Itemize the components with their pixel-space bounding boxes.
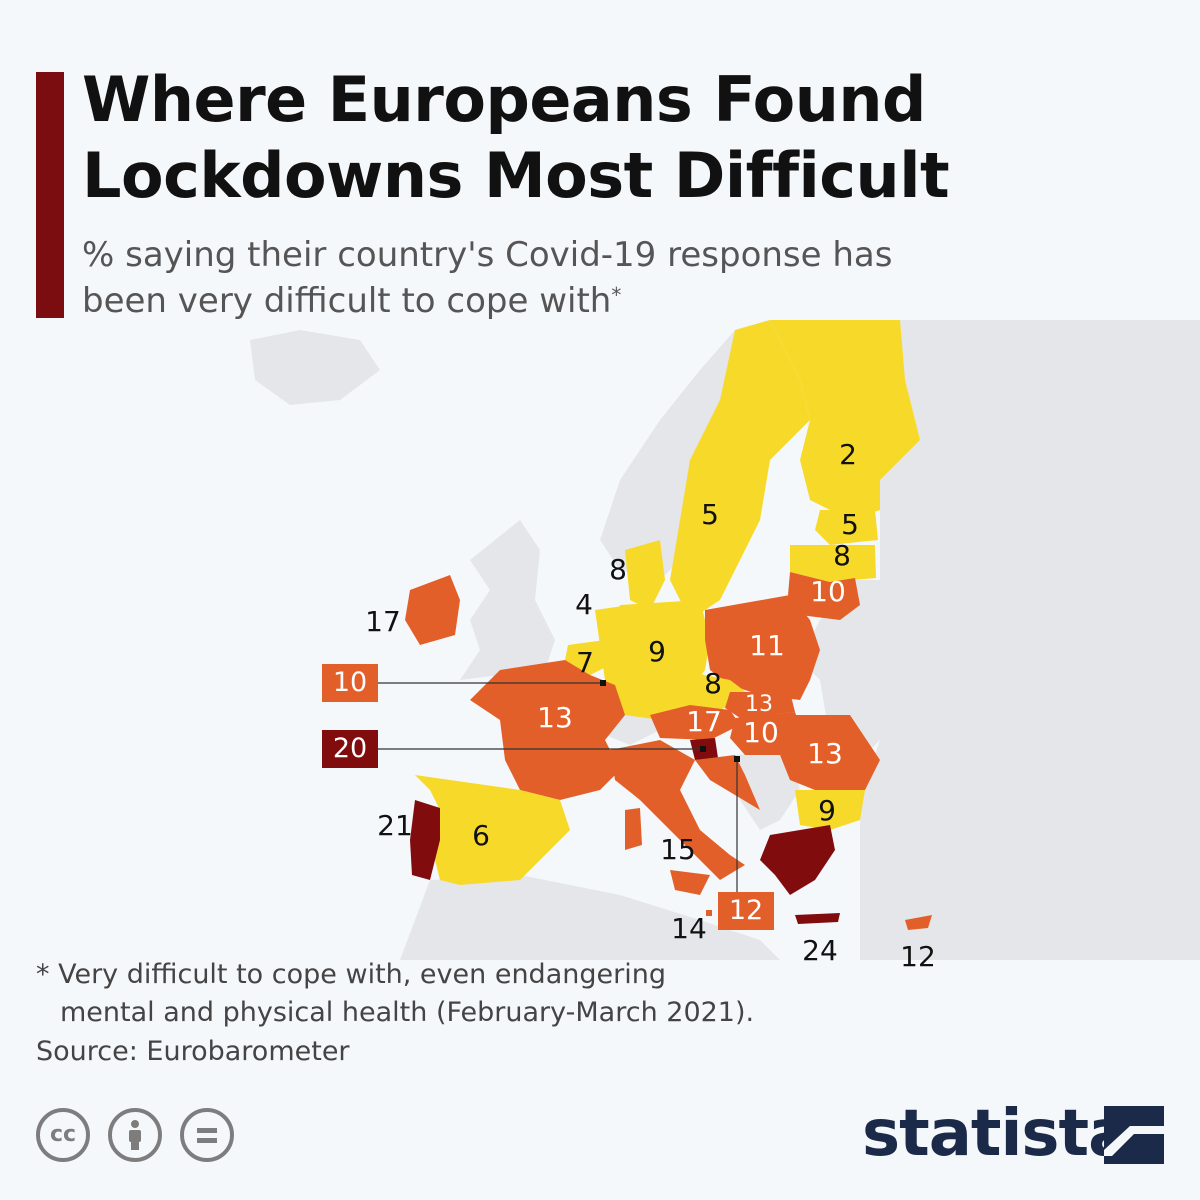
country-sweden: [670, 320, 810, 620]
label-latvia: 8: [833, 539, 851, 572]
footnote-line-2: mental and physical health (February-Mar…: [60, 997, 755, 1028]
country-sardinia: [625, 808, 642, 850]
callout-luxembourg: 10: [322, 664, 378, 702]
land-north-africa: [400, 875, 780, 960]
label-italy: 15: [660, 833, 696, 866]
label-germany: 9: [648, 635, 666, 668]
country-italy: [610, 740, 745, 880]
label-lithuania: 10: [810, 575, 846, 608]
land-iceland: [250, 330, 380, 405]
footnote-line-1: * Very difficult to cope with, even enda…: [36, 959, 666, 990]
label-finland: 2: [839, 438, 857, 471]
accent-bar: [36, 72, 64, 318]
equals-glyph: [197, 1128, 217, 1143]
label-slovakia: 13: [745, 692, 773, 717]
label-spain: 6: [472, 819, 490, 852]
cc-icon[interactable]: cc: [36, 1108, 90, 1162]
label-austria: 17: [686, 705, 722, 738]
country-bulgaria: [795, 790, 865, 830]
country-germany: [600, 600, 710, 720]
country-finland: [770, 320, 920, 520]
label-malta: 14: [671, 912, 707, 945]
no-derivatives-icon[interactable]: [180, 1108, 234, 1162]
leader-dot-croatia: [734, 756, 740, 762]
country-ireland: [405, 575, 460, 645]
land-belarus-ukraine: [800, 580, 880, 760]
label-greece: 24: [802, 934, 838, 967]
country-hungary: [730, 712, 805, 755]
land-uk: [460, 520, 555, 680]
country-lithuania: [788, 572, 860, 620]
source-note: Source: Eurobarometer: [36, 1036, 350, 1067]
country-greece: [760, 825, 835, 895]
country-denmark: [625, 540, 665, 610]
country-portugal: [410, 800, 440, 880]
country-malta: [706, 910, 712, 916]
label-ireland: 17: [365, 605, 401, 638]
label-denmark: 8: [609, 553, 627, 586]
label-czechia: 8: [704, 667, 722, 700]
leader-dot-luxembourg: [600, 680, 606, 686]
label-hungary: 10: [743, 716, 779, 749]
statista-logo-icon: [1104, 1106, 1164, 1164]
statista-logo[interactable]: statista: [862, 1097, 1131, 1171]
country-austria: [650, 705, 740, 740]
country-sicily: [670, 870, 710, 895]
label-sweden: 5: [701, 498, 719, 531]
country-estonia: [815, 510, 878, 545]
person-glyph: [129, 1120, 141, 1150]
label-belgium: 7: [576, 646, 594, 679]
land-balkans: [735, 750, 800, 830]
subtitle-footnote-mark: *: [611, 283, 622, 307]
country-spain: [415, 775, 570, 885]
label-estonia: 5: [841, 508, 859, 541]
land-turkey: [860, 780, 1200, 900]
label-romania: 13: [807, 737, 843, 770]
label-poland: 11: [749, 629, 785, 662]
country-crete: [795, 913, 840, 924]
country-poland: [705, 595, 820, 700]
country-croatia: [695, 755, 760, 810]
label-netherlands: 4: [575, 588, 593, 621]
country-belgium: [565, 640, 610, 675]
subtitle-text: % saying their country's Covid-19 respon…: [82, 235, 893, 321]
europe-map: [250, 320, 1200, 960]
callout-croatia: 12: [718, 892, 774, 930]
country-romania: [780, 715, 880, 790]
footnote: * Very difficult to cope with, even enda…: [36, 956, 936, 1032]
attribution-icon[interactable]: [108, 1108, 162, 1162]
leader-dot-slovenia: [700, 746, 706, 752]
label-bulgaria: 9: [818, 794, 836, 827]
country-cyprus: [905, 915, 932, 930]
country-slovakia: [725, 692, 795, 718]
chart-title: Where Europeans Found Lockdowns Most Dif…: [82, 63, 950, 212]
label-portugal: 21: [377, 809, 413, 842]
label-france: 13: [537, 701, 573, 734]
chart-subtitle: % saying their country's Covid-19 respon…: [82, 232, 982, 324]
callout-slovenia: 20: [322, 730, 378, 768]
label-cyprus: 12: [900, 940, 936, 973]
country-latvia: [790, 545, 876, 582]
country-france: [470, 660, 625, 800]
